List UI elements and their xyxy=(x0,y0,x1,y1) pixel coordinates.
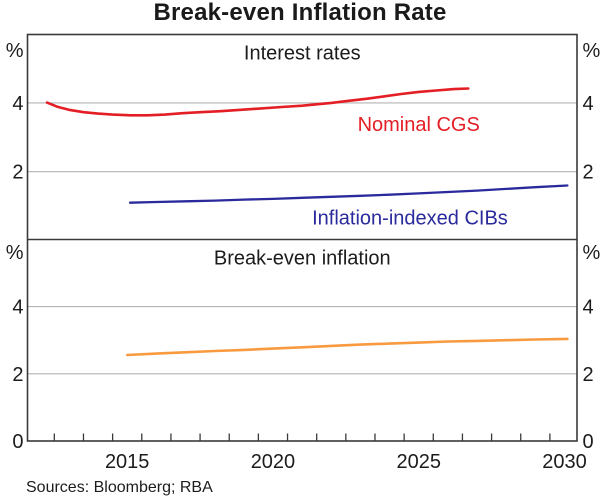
chart-title: Break-even Inflation Rate xyxy=(153,0,447,26)
panel-title: Interest rates xyxy=(244,43,361,65)
y-tick-label-right: 0 xyxy=(583,431,594,453)
break-even-inflation-line xyxy=(125,337,569,357)
series-label: Nominal CGS xyxy=(358,114,480,136)
x-tick-label: 2030 xyxy=(542,451,587,473)
series-label: Inflation-indexed CIBs xyxy=(312,207,508,229)
x-tick-label: 2020 xyxy=(251,451,296,473)
y-tick-label-right: 2 xyxy=(583,162,594,184)
panel-title: Break-even inflation xyxy=(214,248,391,270)
x-tick-label: 2015 xyxy=(105,451,150,473)
unit-percent-label-left: % xyxy=(6,242,24,264)
inflation-indexed-cibs-line xyxy=(128,184,569,204)
y-tick-label-right: 4 xyxy=(583,93,594,115)
unit-percent-label-left: % xyxy=(6,40,24,62)
source-note: Sources: Bloomberg; RBA xyxy=(26,479,213,496)
y-tick-label-left: 2 xyxy=(12,162,23,184)
y-tick-label-right: 2 xyxy=(583,364,594,386)
nominal-cgs-line xyxy=(45,87,470,117)
unit-percent-label-right: % xyxy=(583,40,600,62)
y-tick-label-left: 0 xyxy=(12,431,23,453)
y-tick-label-left: 2 xyxy=(12,364,23,386)
unit-percent-label-right: % xyxy=(583,242,600,264)
y-tick-label-right: 4 xyxy=(583,297,594,319)
y-tick-label-left: 4 xyxy=(12,93,23,115)
x-tick-label: 2025 xyxy=(396,451,441,473)
plot-frame xyxy=(26,33,578,442)
y-tick-label-left: 4 xyxy=(12,297,23,319)
